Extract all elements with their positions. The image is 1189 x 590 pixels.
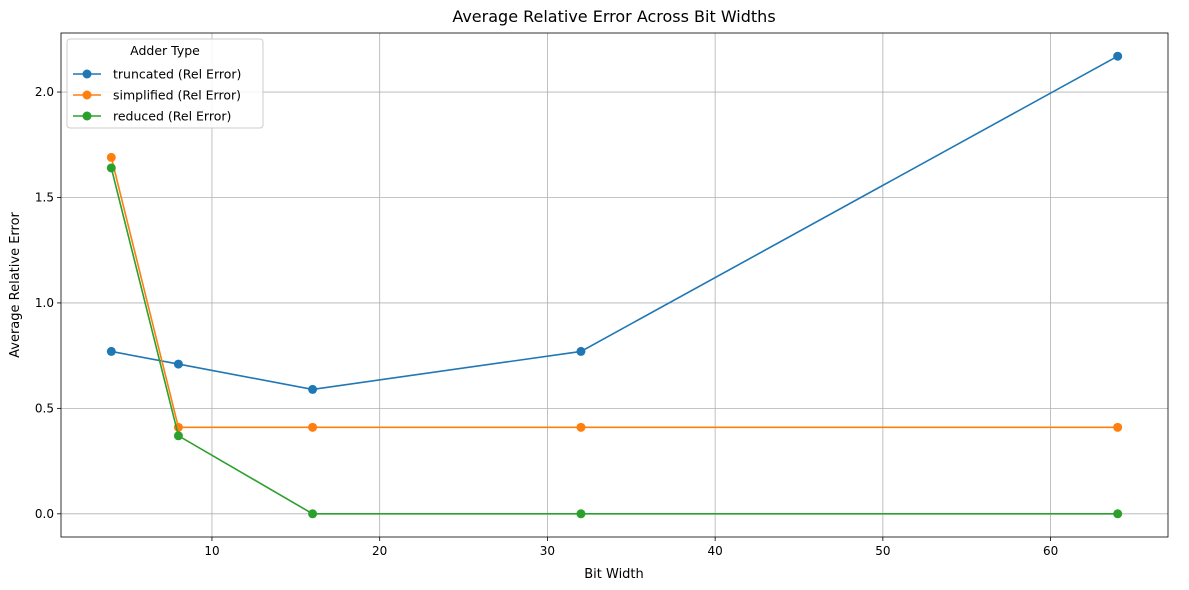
plot-frame	[60, 32, 1169, 538]
legend-label: simplified (Rel Error)	[113, 88, 241, 103]
data-point	[173, 359, 183, 369]
legend-item: simplified (Rel Error)	[73, 88, 241, 103]
legend-marker	[82, 69, 92, 79]
legend-item: reduced (Rel Error)	[73, 109, 231, 124]
data-point	[1113, 422, 1123, 432]
legend-marker	[82, 111, 92, 121]
legend-label: reduced (Rel Error)	[113, 109, 231, 124]
data-point	[576, 346, 586, 356]
data-point	[576, 509, 586, 519]
data-point	[308, 384, 318, 394]
y-tick-label: 2.0	[35, 85, 54, 99]
data-point	[106, 152, 116, 162]
data-point	[308, 509, 318, 519]
y-axis-label: Average Relative Error	[8, 211, 23, 357]
series-line	[110, 157, 1118, 429]
chart-title: Average Relative Error Across Bit Widths	[452, 7, 775, 26]
series-2	[106, 163, 1123, 519]
legend-box	[66, 38, 264, 129]
legend-item: truncated (Rel Error)	[73, 67, 241, 82]
y-tick-label: 1.5	[35, 190, 54, 204]
legend-label: truncated (Rel Error)	[113, 67, 241, 82]
series-line	[110, 167, 1118, 515]
x-tick-label: 40	[707, 544, 722, 558]
data-point	[1113, 51, 1123, 61]
legend-items: truncated (Rel Error) simplified (Rel Err…	[73, 67, 241, 124]
x-tick-label: 10	[204, 544, 219, 558]
x-tick-label: 20	[372, 544, 387, 558]
x-tick-label: 50	[875, 544, 890, 558]
data-point	[106, 346, 116, 356]
x-axis-label: Bit Width	[584, 567, 644, 582]
data-point	[308, 422, 318, 432]
y-tick-label: 1.0	[35, 296, 54, 310]
x-tick-label: 30	[540, 544, 555, 558]
data-point	[1113, 509, 1123, 519]
data-point	[106, 163, 116, 173]
legend: Adder Type truncated (Rel Error) simplifi…	[66, 38, 264, 129]
data-point	[576, 422, 586, 432]
y-tick-label: 0.5	[35, 401, 54, 415]
legend-marker	[82, 90, 92, 100]
x-axis-ticks: 10 20 30 40 50 60	[204, 537, 1058, 558]
legend-title: Adder Type	[130, 43, 200, 58]
y-tick-label: 0.0	[35, 507, 54, 521]
x-tick-label: 60	[1043, 544, 1058, 558]
series-0	[106, 51, 1123, 394]
series-layer	[106, 51, 1123, 519]
data-point	[173, 431, 183, 441]
y-axis-ticks: 0.0 0.5 1.0 1.5 2.0	[35, 85, 61, 521]
series-1	[106, 152, 1123, 432]
